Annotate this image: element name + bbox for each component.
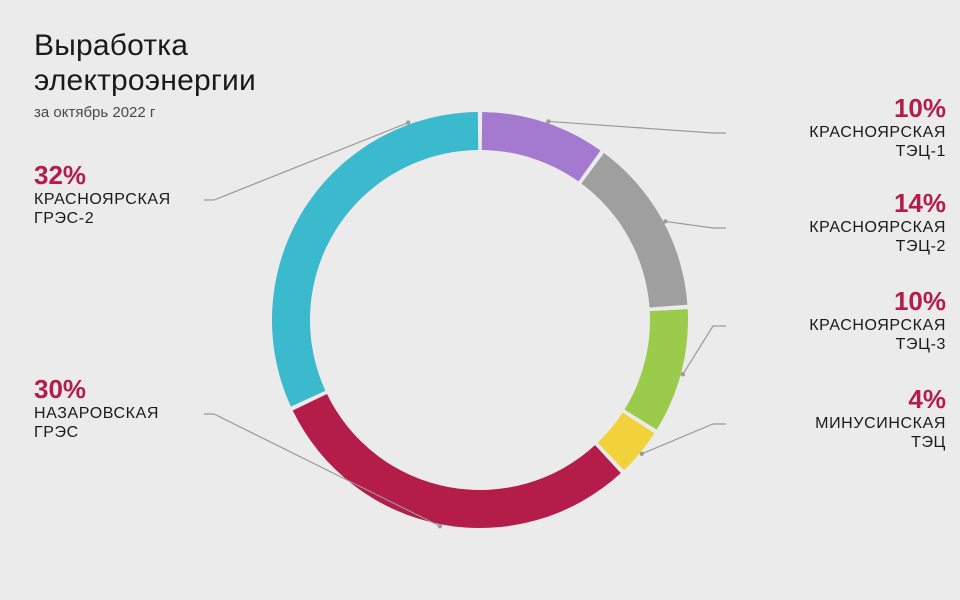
label-gres2: 32% КРАСНОЯРСКАЯГРЭС-2 [34,162,254,229]
label-nazar: 30% НАЗАРОВСКАЯГРЭС [34,376,254,443]
name-tets2: КРАСНОЯРСКАЯТЭЦ-2 [726,219,946,257]
pct-nazar: 30% [34,376,254,403]
pct-minus: 4% [726,386,946,413]
label-minus: 4% МИНУСИНСКАЯТЭЦ [726,386,946,453]
slice-tets1 [482,112,601,181]
pct-tets3: 10% [726,288,946,315]
leader-dot-nazar [438,524,442,528]
slice-tets2 [581,153,687,308]
leader-tets1 [548,121,726,133]
leader-dot-tets1 [546,119,550,123]
pct-gres2: 32% [34,162,254,189]
slice-gres2 [272,112,478,407]
pct-tets2: 14% [726,190,946,217]
leader-tets3 [683,326,726,374]
slice-nazar [293,394,621,528]
label-tets3: 10% КРАСНОЯРСКАЯТЭЦ-3 [726,288,946,355]
pct-tets1: 10% [726,95,946,122]
leader-dot-tets2 [663,219,667,223]
label-tets1: 10% КРАСНОЯРСКАЯТЭЦ-1 [726,95,946,162]
name-tets1: КРАСНОЯРСКАЯТЭЦ-1 [726,124,946,162]
leader-dot-gres2 [406,120,410,124]
name-tets3: КРАСНОЯРСКАЯТЭЦ-3 [726,317,946,355]
leader-dot-tets3 [681,372,685,376]
slice-tets3 [624,309,688,429]
name-minus: МИНУСИНСКАЯТЭЦ [726,415,946,453]
chart-stage: Выработка электроэнергии за октябрь 2022… [0,0,960,600]
name-gres2: КРАСНОЯРСКАЯГРЭС-2 [34,191,254,229]
label-tets2: 14% КРАСНОЯРСКАЯТЭЦ-2 [726,190,946,257]
leader-minus [642,424,726,454]
leader-tets2 [665,221,726,228]
name-nazar: НАЗАРОВСКАЯГРЭС [34,405,254,443]
leader-dot-minus [640,452,644,456]
